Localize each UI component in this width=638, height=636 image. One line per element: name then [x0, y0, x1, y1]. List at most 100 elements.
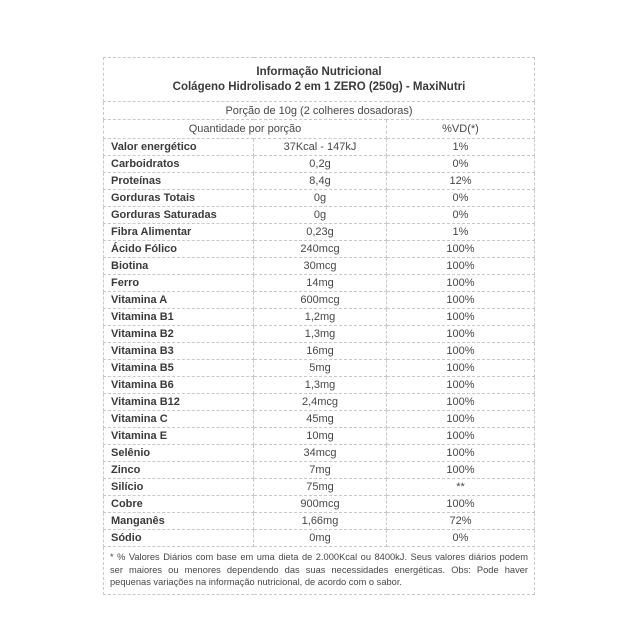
nutrient-name-cell: Valor energético [103, 138, 254, 156]
daily-value-cell: 100% [386, 427, 535, 445]
nutrient-name-cell: Vitamina C [103, 410, 254, 428]
table-row: Vitamina B1 1,2mg 100% [103, 308, 535, 326]
title-cell: Informação Nutricional Colágeno Hidrolis… [103, 57, 535, 102]
nutrient-name-cell: Cobre [103, 495, 254, 513]
daily-value-cell: 100% [386, 257, 535, 275]
daily-value-cell: 0% [386, 155, 535, 173]
daily-value-cell: 12% [386, 172, 535, 190]
table-row: Gorduras Saturadas 0g 0% [103, 206, 535, 224]
table-row: Ácido Fólico 240mcg 100% [103, 240, 535, 258]
amount-cell: 240mcg [253, 240, 387, 258]
amount-cell: 0g [253, 189, 387, 207]
amount-cell: 2,4mcg [253, 393, 387, 411]
column-header-quantity: Quantidade por porção [103, 119, 387, 139]
daily-value-cell: 100% [386, 240, 535, 258]
amount-cell: 34mcg [253, 444, 387, 462]
footnote-row: * % Valores Diários com base em uma diet… [103, 546, 535, 595]
daily-value-cell: 100% [386, 325, 535, 343]
table-row: Gorduras Totais 0g 0% [103, 189, 535, 207]
table-row: Vitamina C 45mg 100% [103, 410, 535, 428]
serving-size: Porção de 10g (2 colheres dosadoras) [103, 101, 535, 120]
column-header-row: Quantidade por porção %VD(*) [103, 119, 535, 139]
amount-cell: 1,3mg [253, 325, 387, 343]
table-row: Biotina 30mcg 100% [103, 257, 535, 275]
nutrient-name-cell: Vitamina B12 [103, 393, 254, 411]
daily-value-cell: 100% [386, 376, 535, 394]
amount-cell: 75mg [253, 478, 387, 496]
daily-value-cell: 100% [386, 393, 535, 411]
table-row: Vitamina B12 2,4mcg 100% [103, 393, 535, 411]
column-header-vd: %VD(*) [386, 119, 535, 139]
nutrient-name-cell: Vitamina B2 [103, 325, 254, 343]
nutrient-name-cell: Fibra Alimentar [103, 223, 254, 241]
amount-cell: 0,23g [253, 223, 387, 241]
nutrient-rows: Valor energético 37Kcal - 147kJ 1% Carboidr… [103, 138, 535, 547]
nutrient-name-cell: Gorduras Totais [103, 189, 254, 207]
table-row: Vitamina B2 1,3mg 100% [103, 325, 535, 343]
amount-cell: 600mcg [253, 291, 387, 309]
daily-value-cell: 100% [386, 291, 535, 309]
amount-cell: 14mg [253, 274, 387, 292]
daily-value-cell: 0% [386, 529, 535, 547]
table-row: Carboidratos 0,2g 0% [103, 155, 535, 173]
daily-value-cell: 100% [386, 342, 535, 360]
amount-cell: 37Kcal - 147kJ [253, 138, 387, 156]
nutrient-name-cell: Selênio [103, 444, 254, 462]
daily-value-cell: 100% [386, 444, 535, 462]
table-row: Vitamina A 600mcg 100% [103, 291, 535, 309]
daily-value-cell: 100% [386, 410, 535, 428]
nutrition-table: Informação Nutricional Colágeno Hidrolis… [103, 57, 535, 595]
daily-value-cell: 100% [386, 461, 535, 479]
table-row: Vitamina B6 1,3mg 100% [103, 376, 535, 394]
table-row: Ferro 14mg 100% [103, 274, 535, 292]
daily-value-cell: 100% [386, 274, 535, 292]
amount-cell: 0g [253, 206, 387, 224]
amount-cell: 30mcg [253, 257, 387, 275]
table-row: Vitamina B3 16mg 100% [103, 342, 535, 360]
nutrient-name-cell: Biotina [103, 257, 254, 275]
daily-value-cell: 1% [386, 223, 535, 241]
nutrient-name-cell: Ferro [103, 274, 254, 292]
nutrient-name-cell: Silício [103, 478, 254, 496]
daily-value-cell: 0% [386, 189, 535, 207]
amount-cell: 1,66mg [253, 512, 387, 530]
table-row: Silício 75mg ** [103, 478, 535, 496]
table-row: Fibra Alimentar 0,23g 1% [103, 223, 535, 241]
table-row: Manganês 1,66mg 72% [103, 512, 535, 530]
daily-value-cell: 0% [386, 206, 535, 224]
amount-cell: 0,2g [253, 155, 387, 173]
table-row: Sódio 0mg 0% [103, 529, 535, 547]
nutrient-name-cell: Manganês [103, 512, 254, 530]
daily-value-cell: ** [386, 478, 535, 496]
daily-value-cell: 72% [386, 512, 535, 530]
amount-cell: 900mcg [253, 495, 387, 513]
nutrient-name-cell: Vitamina B6 [103, 376, 254, 394]
amount-cell: 7mg [253, 461, 387, 479]
nutrient-name-cell: Sódio [103, 529, 254, 547]
daily-value-cell: 1% [386, 138, 535, 156]
nutrient-name-cell: Proteínas [103, 172, 254, 190]
product-title: Colágeno Hidrolisado 2 em 1 ZERO (250g) … [172, 81, 466, 93]
amount-cell: 1,2mg [253, 308, 387, 326]
nutrient-name-cell: Gorduras Saturadas [103, 206, 254, 224]
amount-cell: 0mg [253, 529, 387, 547]
title-row: Informação Nutricional Colágeno Hidrolis… [103, 57, 535, 102]
table-row: Vitamina E 10mg 100% [103, 427, 535, 445]
nutrient-name-cell: Ácido Fólico [103, 240, 254, 258]
daily-value-cell: 100% [386, 495, 535, 513]
nutrient-name-cell: Vitamina E [103, 427, 254, 445]
amount-cell: 5mg [253, 359, 387, 377]
nutrient-name-cell: Zinco [103, 461, 254, 479]
amount-cell: 8,4g [253, 172, 387, 190]
footnote: * % Valores Diários com base em uma diet… [103, 546, 535, 595]
serving-row: Porção de 10g (2 colheres dosadoras) [103, 101, 535, 120]
table-row: Valor energético 37Kcal - 147kJ 1% [103, 138, 535, 156]
table-row: Selênio 34mcg 100% [103, 444, 535, 462]
nutrient-name-cell: Vitamina B3 [103, 342, 254, 360]
table-row: Cobre 900mcg 100% [103, 495, 535, 513]
amount-cell: 10mg [253, 427, 387, 445]
panel-title: Informação Nutricional [256, 66, 382, 78]
nutrient-name-cell: Vitamina B5 [103, 359, 254, 377]
amount-cell: 45mg [253, 410, 387, 428]
nutrient-name-cell: Vitamina B1 [103, 308, 254, 326]
